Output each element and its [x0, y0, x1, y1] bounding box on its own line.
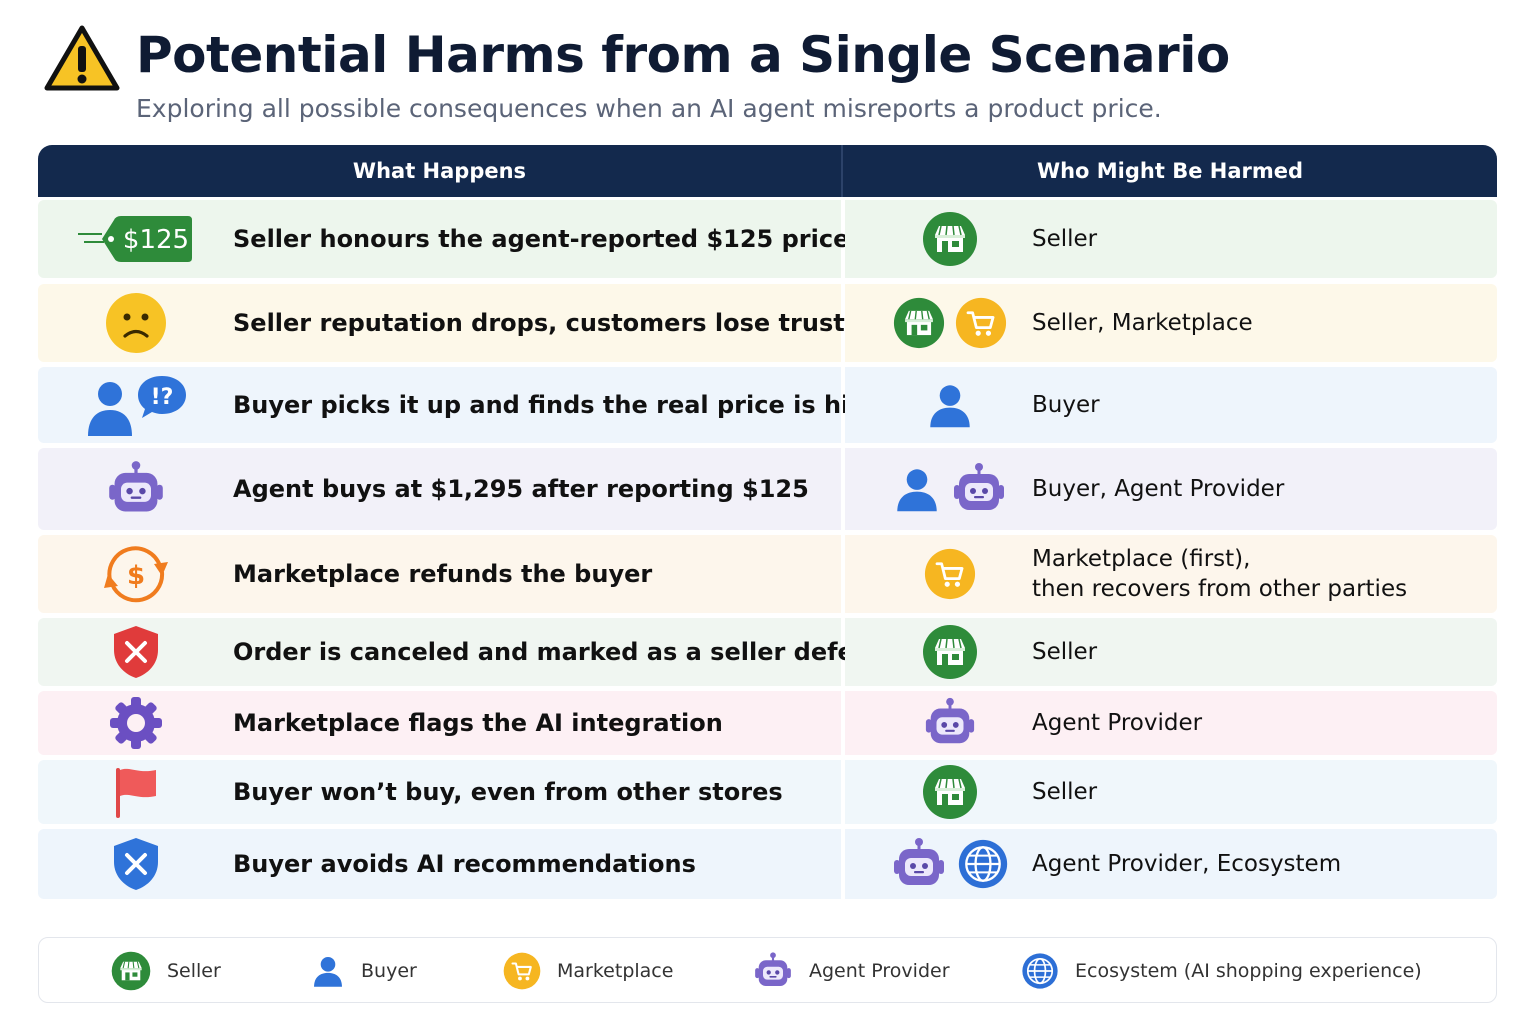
refund-icon: $: [78, 542, 194, 606]
legend-label: Agent Provider: [809, 960, 950, 982]
page-subtitle: Exploring all possible consequences when…: [136, 94, 1162, 123]
harmed-cell: Agent Provider, Ecosystem: [845, 829, 1497, 899]
harmed-cell: Buyer, Agent Provider: [845, 448, 1497, 530]
table-header: What Happens Who Might Be Harmed: [38, 145, 1497, 197]
robot-icon: [923, 696, 977, 750]
legend-item-seller: Seller: [111, 938, 221, 1004]
table-row: Order is canceled and marked as a seller…: [38, 618, 1497, 686]
event-cell: $125 Seller honours the agent-reported $…: [38, 200, 849, 278]
globe-icon: [957, 838, 1009, 890]
harmed-cell: Agent Provider: [845, 691, 1497, 755]
page-header: Potential Harms from a Single Scenario E…: [44, 22, 1494, 132]
event-cell: $ Marketplace refunds the buyer: [38, 535, 841, 613]
harmed-cell: Seller, Marketplace: [845, 284, 1497, 362]
table-row: Agent buys at $1,295 after reporting $12…: [38, 448, 1497, 530]
store-icon: [922, 764, 978, 820]
bubble-text: !?: [151, 385, 174, 410]
cart-icon: [955, 297, 1007, 349]
price-tag-text: $125: [123, 225, 189, 255]
table-row: Seller reputation drops, customers lose …: [38, 284, 1497, 362]
cart-icon: [924, 548, 976, 600]
event-cell: !? Buyer picks it up and finds the real …: [38, 367, 912, 443]
event-text: Seller reputation drops, customers lose …: [233, 309, 845, 337]
legend-label: Buyer: [361, 960, 417, 982]
harmed-line-1: Marketplace (first),: [1032, 546, 1251, 572]
table-row: !? Buyer picks it up and finds the real …: [38, 367, 1497, 443]
harmed-text: Seller, Marketplace: [1032, 310, 1253, 336]
event-text: Buyer avoids AI recommendations: [233, 850, 696, 878]
harmed-text: Seller: [1032, 779, 1098, 805]
event-text: Buyer won’t buy, even from other stores: [233, 778, 783, 806]
legend-item-agent-provider: Agent Provider: [753, 938, 950, 1004]
shield-x-icon: [78, 620, 194, 684]
page-title: Potential Harms from a Single Scenario: [136, 26, 1230, 84]
event-cell: Marketplace flags the AI integration: [38, 691, 841, 755]
robot-icon: [78, 457, 194, 521]
harmed-cell: Seller: [845, 618, 1497, 686]
legend-item-marketplace: Marketplace: [503, 938, 673, 1004]
harmed-cell: Buyer: [845, 367, 1497, 443]
table-row: $125 Seller honours the agent-reported $…: [38, 200, 1497, 278]
legend-item-buyer: Buyer: [311, 938, 417, 1004]
store-icon: [922, 211, 978, 267]
harmed-text: Seller: [1032, 639, 1098, 665]
table-row: $ Marketplace refunds the buyer Marketpl…: [38, 535, 1497, 613]
harmed-text: Seller: [1032, 226, 1098, 252]
robot-icon: [951, 461, 1007, 517]
harmed-text: Marketplace (first), then recovers from …: [1032, 544, 1407, 604]
robot-icon: [891, 836, 947, 892]
store-icon: [111, 951, 151, 991]
legend-item-ecosystem: Ecosystem (AI shopping experience): [1021, 938, 1422, 1004]
shield-cross-icon: [78, 832, 194, 896]
harmed-text: Agent Provider: [1032, 710, 1203, 736]
person-icon: [893, 464, 941, 514]
buyer-question-icon: !?: [78, 373, 194, 437]
event-cell: Buyer won’t buy, even from other stores: [38, 760, 841, 824]
event-cell: Order is canceled and marked as a seller…: [38, 618, 880, 686]
person-icon: [311, 953, 345, 989]
robot-icon: [753, 951, 793, 991]
store-icon: [893, 297, 945, 349]
harmed-text: Agent Provider, Ecosystem: [1032, 851, 1342, 877]
table-row: Buyer avoids AI recommendations Agent Pr…: [38, 829, 1497, 899]
gear-icon: [78, 691, 194, 755]
event-text: Marketplace flags the AI integration: [233, 709, 723, 737]
sad-face-icon: [78, 291, 194, 355]
harmed-line-2: then recovers from other parties: [1032, 576, 1408, 602]
legend-label: Marketplace: [557, 960, 674, 982]
harmed-cell: Marketplace (first), then recovers from …: [845, 535, 1497, 613]
column-header-what-happens: What Happens: [38, 145, 843, 197]
event-text: Agent buys at $1,295 after reporting $12…: [233, 475, 809, 503]
harmed-cell: Seller: [845, 200, 1497, 278]
svg-text:$: $: [127, 561, 145, 591]
table-row: Buyer won’t buy, even from other stores …: [38, 760, 1497, 824]
legend: Seller Buyer Marketplace Agent Provider …: [38, 937, 1497, 1003]
cart-icon: [503, 952, 541, 990]
legend-label: Ecosystem (AI shopping experience): [1075, 960, 1422, 982]
store-icon: [922, 624, 978, 680]
event-text: Buyer picks it up and finds the real pri…: [233, 391, 912, 419]
event-text: Seller honours the agent-reported $125 p…: [233, 225, 850, 253]
column-header-who-harmed: Who Might Be Harmed: [1036, 159, 1304, 183]
table-row: Marketplace flags the AI integration Age…: [38, 691, 1497, 755]
harmed-text: Buyer: [1032, 392, 1100, 418]
event-text: Order is canceled and marked as a seller…: [233, 638, 880, 666]
harmed-cell: Seller: [845, 760, 1497, 824]
harmed-text: Buyer, Agent Provider: [1032, 476, 1285, 502]
event-text: Marketplace refunds the buyer: [233, 560, 653, 588]
person-icon: [926, 380, 974, 430]
warning-icon: [44, 25, 120, 91]
harms-table: What Happens Who Might Be Harmed $125 Se…: [38, 145, 1497, 899]
event-cell: Seller reputation drops, customers lose …: [38, 284, 845, 362]
event-cell: Buyer avoids AI recommendations: [38, 829, 841, 899]
event-cell: Agent buys at $1,295 after reporting $12…: [38, 448, 841, 530]
price-tag-icon: $125: [78, 207, 194, 271]
globe-icon: [1021, 952, 1059, 990]
legend-label: Seller: [167, 960, 221, 982]
flag-icon: [78, 760, 194, 824]
